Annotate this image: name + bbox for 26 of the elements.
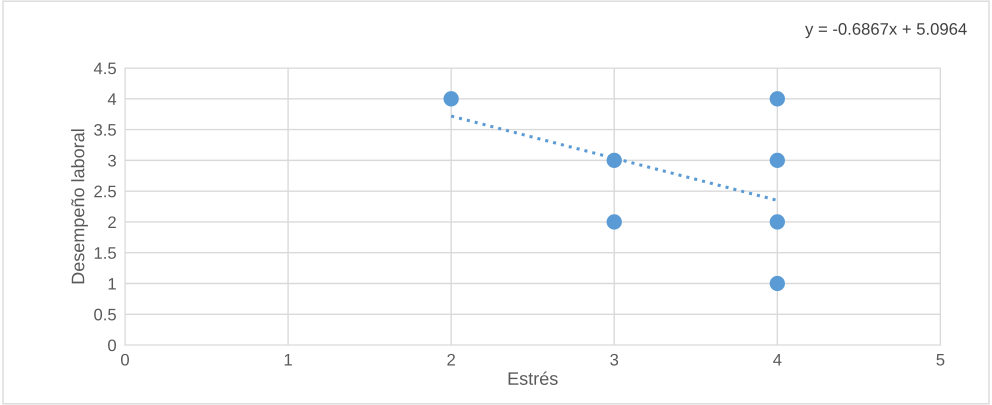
x-tick-label: 2 bbox=[447, 354, 455, 366]
point bbox=[606, 214, 622, 230]
x-tick-label: 3 bbox=[610, 354, 618, 366]
point bbox=[770, 91, 785, 106]
x-axis-title: Estrés bbox=[508, 371, 558, 385]
y-tick-label: 1 bbox=[108, 278, 116, 290]
point bbox=[444, 91, 459, 106]
text: y = -0.6867x + 5.0964 bbox=[805, 23, 967, 38]
y-axis-title: Desempeño laboral bbox=[71, 129, 88, 284]
y-tick-label: 2 bbox=[108, 216, 116, 228]
y-tick-label: 3 bbox=[108, 154, 116, 167]
x-tick-label: 4 bbox=[773, 354, 782, 366]
y-tick-label: 1.5 bbox=[94, 247, 116, 259]
point bbox=[770, 214, 785, 230]
x-tick-label: 5 bbox=[936, 354, 944, 366]
point bbox=[606, 152, 622, 168]
y-tick-label: 4 bbox=[108, 93, 116, 105]
y-tick-label: 3.5 bbox=[94, 124, 116, 136]
x-tick-label: 0 bbox=[121, 354, 129, 366]
y-tick-label: 0.5 bbox=[94, 308, 116, 320]
y-tick-label: 0 bbox=[108, 339, 116, 352]
point bbox=[770, 152, 785, 168]
y-tick-label: 2.5 bbox=[94, 186, 116, 198]
point bbox=[770, 276, 785, 292]
x-tick-label: 1 bbox=[284, 354, 292, 366]
y-tick-label: 4.5 bbox=[94, 62, 116, 74]
